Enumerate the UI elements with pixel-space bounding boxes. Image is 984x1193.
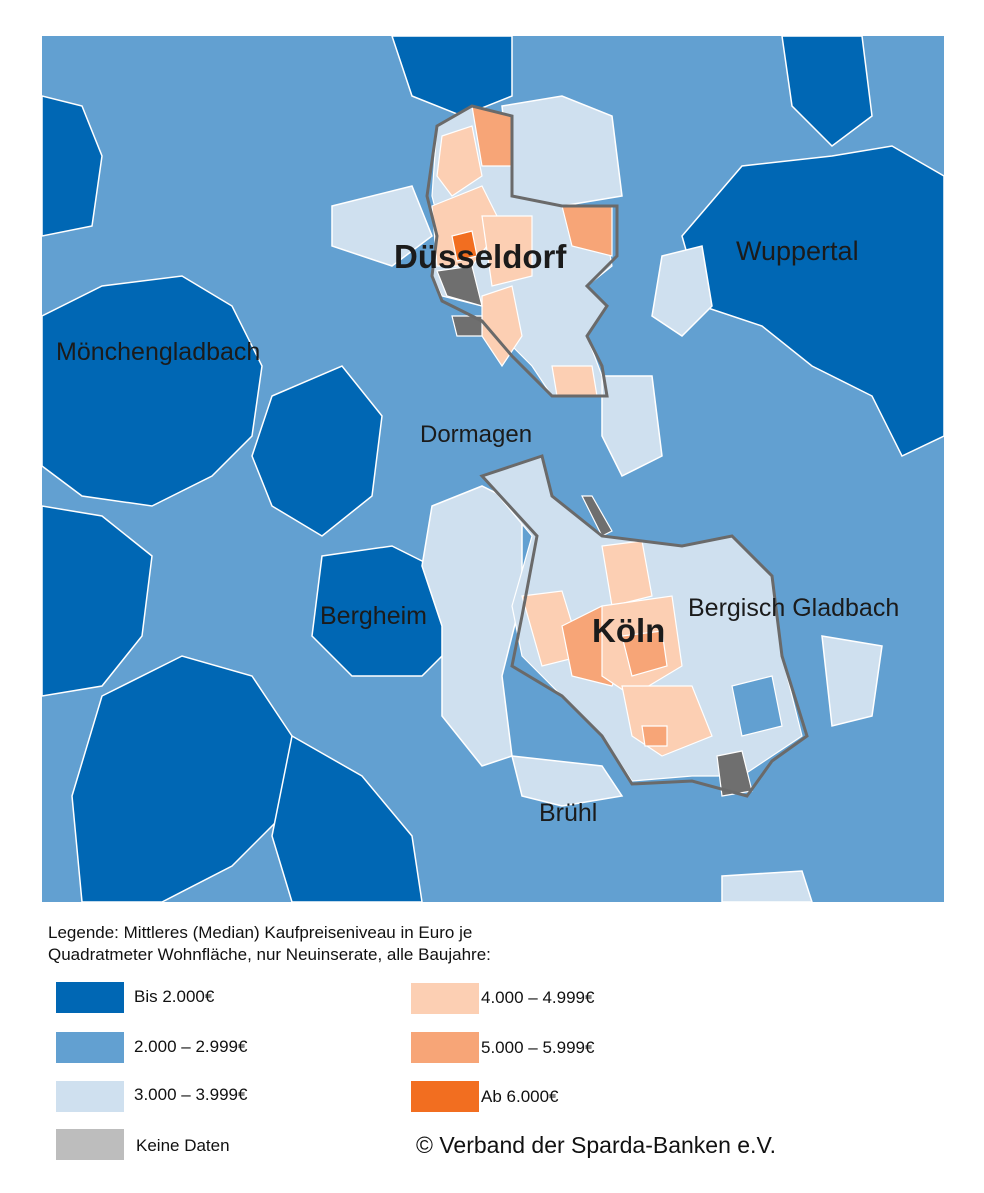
duesseldorf-outline [425, 104, 619, 398]
legend-swatch-2000-2999 [56, 1032, 124, 1063]
region-bottom-strip [721, 870, 813, 902]
region-top-center [391, 36, 513, 117]
legend-swatch-3000-3999 [56, 1081, 124, 1112]
legend-label-3000-3999: 3.000 – 3.999€ [134, 1085, 248, 1104]
city-label-dormagen: Dormagen [420, 421, 532, 448]
copyright-notice: © Verband der Sparda-Banken e.V. [416, 1132, 777, 1158]
region-bruehl-north [511, 755, 624, 807]
region-mid-west [251, 365, 383, 537]
legend-label-keine-daten: Keine Daten [136, 1136, 230, 1155]
city-label-koeln: Köln [592, 612, 665, 649]
legend-title: Legende: Mittleres (Median) Kaufpreiseni… [48, 922, 491, 966]
legend-label-2000-2999: 2.000 – 2.999€ [134, 1037, 248, 1056]
duesseldorf-altstadt [451, 230, 478, 262]
region-east-rural [821, 635, 883, 727]
legend-swatch-ab-6000 [411, 1081, 479, 1112]
region-moenchengladbach [42, 275, 263, 507]
region-southwest [71, 655, 293, 902]
price-map: Düsseldorf Wuppertal Mönchengladbach Dor… [42, 36, 944, 902]
region-top-right [781, 36, 873, 147]
duesseldorf-districts [431, 105, 613, 397]
region-west-lower [42, 505, 153, 697]
legend-label-bis-2000: Bis 2.000€ [134, 987, 215, 1006]
legend-swatch-4000-4999 [411, 983, 479, 1014]
duesseldorf-no-data-1 [436, 265, 483, 307]
duesseldorf-center [481, 215, 533, 287]
koeln-east [731, 675, 783, 737]
koeln-innenstadt [621, 630, 668, 677]
city-label-moenchengladbach: Mönchengladbach [56, 338, 260, 366]
legend-label-5000-5999: 5.000 – 5.999€ [481, 1038, 595, 1057]
region-east-light [651, 245, 713, 337]
city-label-wuppertal: Wuppertal [736, 236, 859, 266]
city-label-bergisch-gladbach: Bergisch Gladbach [688, 594, 899, 622]
region-north-light [501, 95, 623, 207]
koeln-outline [479, 454, 809, 798]
legend-swatch-5000-5999 [411, 1032, 479, 1063]
koeln-north [601, 540, 653, 607]
koeln-districts [480, 455, 803, 797]
region-west-of-duesseldorf [331, 185, 433, 267]
koeln-no-data-north [581, 495, 613, 537]
regions-3000-3999 [331, 95, 883, 902]
region-wuppertal [681, 145, 944, 457]
region-leverkusen-east [601, 375, 663, 478]
city-label-duesseldorf: Düsseldorf [394, 238, 567, 275]
legend-title-line-1: Legende: Mittleres (Median) Kaufpreiseni… [48, 923, 473, 942]
legend-swatch-bis-2000 [56, 982, 124, 1013]
region-south-center [271, 734, 423, 902]
city-label-bergheim: Bergheim [320, 602, 427, 630]
legend-swatch-keine-daten [56, 1129, 124, 1160]
koeln-rodenkirchen [641, 725, 668, 747]
legend-title-line-2: Quadratmeter Wohnfläche, nur Neuinserate… [48, 945, 491, 964]
region-west-upper [42, 95, 103, 237]
regions-bis-2000 [42, 36, 944, 902]
city-label-bruehl: Brühl [539, 799, 597, 827]
legend-label-4000-4999: 4.000 – 4.999€ [481, 988, 595, 1007]
duesseldorf-benrath [551, 365, 598, 397]
duesseldorf-north-2 [436, 125, 483, 197]
legend-label-ab-6000: Ab 6.000€ [481, 1087, 559, 1106]
